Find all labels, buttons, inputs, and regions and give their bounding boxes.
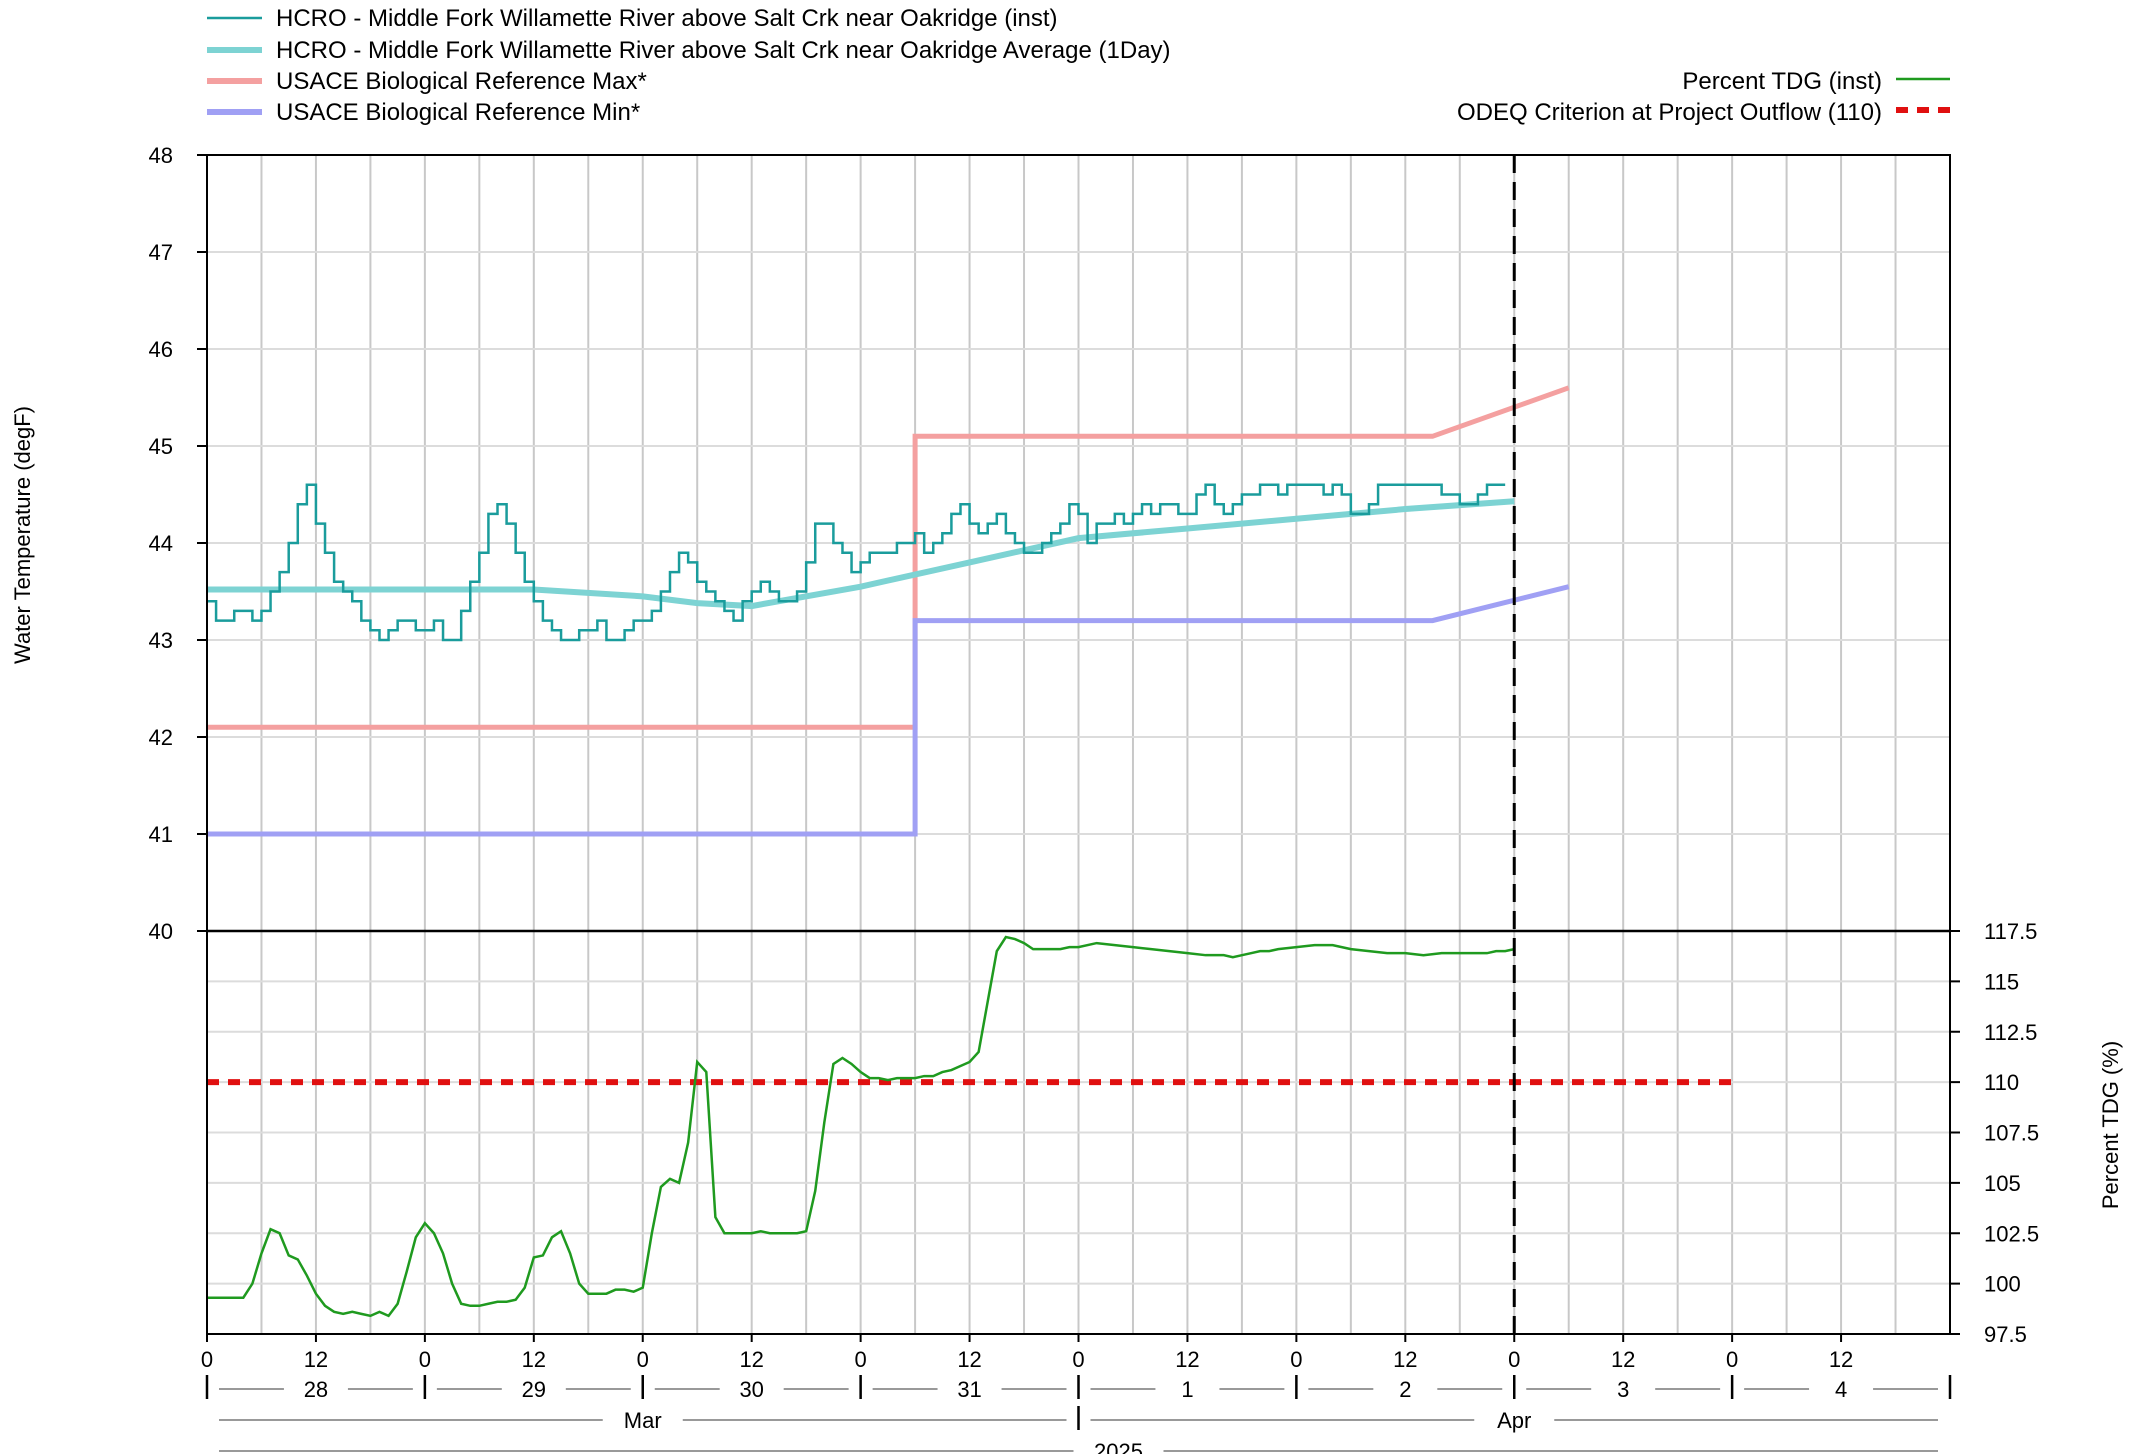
x-day-label: 2 — [1399, 1377, 1411, 1402]
x-hour-tick-label: 12 — [1393, 1347, 1417, 1372]
x-hour-tick-label: 12 — [739, 1347, 763, 1372]
x-month-label: Mar — [624, 1408, 662, 1433]
legend: HCRO - Middle Fork Willamette River abov… — [207, 5, 1950, 126]
series-reference-max-line — [207, 385, 1570, 730]
x-day-label: 28 — [304, 1377, 328, 1402]
axes-layer: 40414243444546474897.5100102.5105107.511… — [149, 143, 2040, 1454]
lower-y-tick-label: 100 — [1984, 1272, 2021, 1297]
x-hour-tick-label: 0 — [1508, 1347, 1520, 1372]
x-day-label: 3 — [1617, 1377, 1629, 1402]
upper-y-tick-label: 44 — [149, 531, 173, 556]
upper-y-tick-label: 45 — [149, 434, 173, 459]
x-hour-tick-label: 12 — [304, 1347, 328, 1372]
upper-y-tick-label: 43 — [149, 628, 173, 653]
upper-y-tick-label: 42 — [149, 725, 173, 750]
lower-y-tick-label: 102.5 — [1984, 1221, 2039, 1246]
y-axis-label-tdg: Percent TDG (%) — [2098, 1041, 2123, 1209]
legend-entry-label: HCRO - Middle Fork Willamette River abov… — [276, 5, 1058, 32]
x-hour-tick-label: 0 — [1726, 1347, 1738, 1372]
x-hour-tick-label: 0 — [201, 1347, 213, 1372]
lower-y-tick-label: 112.5 — [1984, 1020, 2037, 1045]
lower-y-tick-label: 97.5 — [1984, 1322, 2027, 1347]
series-layer — [207, 385, 1733, 1318]
grid-lines — [206, 154, 1951, 1335]
x-hour-tick-label: 0 — [1290, 1347, 1302, 1372]
x-hour-tick-label: 0 — [855, 1347, 867, 1372]
x-day-label: 29 — [522, 1377, 546, 1402]
legend-entry-label: USACE Biological Reference Min* — [276, 99, 640, 126]
lower-y-tick-label: 107.5 — [1984, 1121, 2039, 1146]
x-year-label: 2025 — [1094, 1439, 1143, 1454]
x-hour-tick-label: 0 — [1072, 1347, 1084, 1372]
x-hour-tick-label: 12 — [1611, 1347, 1635, 1372]
x-hour-tick-label: 12 — [1175, 1347, 1199, 1372]
x-hour-tick-label: 12 — [957, 1347, 981, 1372]
y-axis-label-temperature: Water Temperature (degF) — [10, 406, 35, 664]
x-day-label: 4 — [1835, 1377, 1847, 1402]
x-hour-tick-label: 0 — [637, 1347, 649, 1372]
x-day-label: 31 — [957, 1377, 981, 1402]
series-instantaneous-temperature-line — [207, 483, 1506, 642]
x-day-label: 30 — [739, 1377, 763, 1402]
x-hour-tick-label: 12 — [1829, 1347, 1853, 1372]
x-hour-tick-label: 0 — [419, 1347, 431, 1372]
x-day-label: 1 — [1181, 1377, 1193, 1402]
upper-y-tick-label: 47 — [149, 240, 173, 265]
upper-y-tick-label: 46 — [149, 337, 173, 362]
series-daily-average-line — [207, 498, 1515, 610]
series-reference-min-line — [207, 584, 1570, 837]
lower-y-tick-label: 110 — [1984, 1070, 2019, 1095]
legend-entry-label: HCRO - Middle Fork Willamette River abov… — [276, 37, 1171, 64]
upper-y-tick-label: 41 — [149, 822, 173, 847]
series-percent-tdg-line — [207, 935, 1515, 1318]
upper-y-tick-label: 48 — [149, 143, 173, 168]
x-hour-tick-label: 12 — [522, 1347, 546, 1372]
legend-entry-label: ODEQ Criterion at Project Outflow (110) — [1457, 99, 1882, 126]
legend-entry-label: Percent TDG (inst) — [1682, 68, 1882, 95]
upper-y-tick-label: 40 — [149, 919, 173, 944]
lower-y-tick-label: 117.5 — [1984, 919, 2037, 944]
legend-entry-label: USACE Biological Reference Max* — [276, 68, 647, 95]
lower-y-tick-label: 115 — [1984, 969, 2019, 994]
x-month-label: Apr — [1497, 1408, 1531, 1433]
lower-y-tick-label: 105 — [1984, 1171, 2021, 1196]
